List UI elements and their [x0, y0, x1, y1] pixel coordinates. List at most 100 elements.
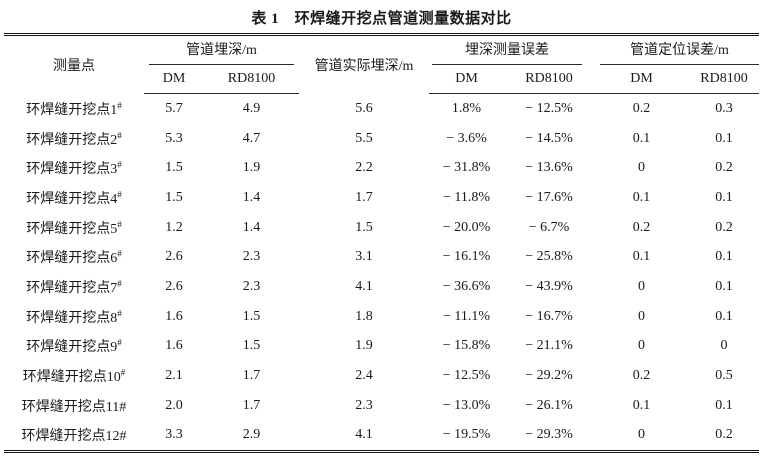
value-cell: 0: [638, 427, 645, 443]
subheader-row: DM RD8100 DM RD8100 DM RD8100: [4, 65, 759, 94]
value-cell: 2.0: [165, 397, 183, 413]
value-cell: 1.9: [242, 160, 261, 176]
hash-superscript: #: [117, 218, 122, 229]
subheader-rd8100-error: RD8100: [504, 65, 594, 94]
header-group-depth-error: 埋深测量误差: [429, 35, 594, 65]
value-cell: 0.1: [715, 130, 733, 146]
value-cell: − 17.6%: [525, 189, 573, 205]
value-cell: 1.5: [355, 219, 373, 235]
data-table: 测量点 管道埋深/m 管道实际埋深/m 埋深测量误差 管道定位误差/m DM R…: [4, 33, 759, 454]
value-cell: − 3.6%: [446, 130, 487, 146]
group-label-pipe-depth: 管道埋深/m: [149, 39, 294, 65]
value-cell: 3.1: [355, 249, 373, 265]
group-header-row: 测量点 管道埋深/m 管道实际埋深/m 埋深测量误差 管道定位误差/m: [4, 35, 759, 74]
value-cell: 2.1: [165, 368, 183, 384]
value-cell: 4.1: [355, 427, 373, 443]
table-row: 环焊缝开挖点4# 1.5 1.4 1.7 − 11.8% − 17.6% 0.1 0.1: [4, 183, 759, 213]
value-cell: 0.2: [632, 368, 651, 384]
value-cell: 0.1: [632, 130, 651, 146]
value-cell: − 31.8%: [442, 160, 491, 176]
value-cell: 2.9: [242, 427, 261, 443]
value-cell: 0.1: [632, 397, 651, 413]
value-cell: 2.3: [355, 397, 373, 413]
value-cell: 0.2: [715, 219, 733, 235]
table-row: 环焊缝开挖点7# 2.6 2.3 4.1 − 36.6% − 43.9% 0 0.1: [4, 272, 759, 302]
value-cell: 1.5: [165, 160, 183, 176]
value-cell: 0.1: [715, 189, 733, 205]
value-cell: 1.7: [242, 397, 261, 413]
value-cell: 3.3: [165, 427, 183, 443]
row-label: 环焊缝开挖点3#: [26, 159, 122, 178]
table-title: 表 1 环焊缝开挖点管道测量数据对比: [251, 11, 512, 27]
subheader-rd8100-depth: RD8100: [204, 65, 299, 94]
value-cell: − 26.1%: [525, 397, 573, 413]
value-cell: 2.3: [242, 249, 261, 265]
value-cell: 1.6: [165, 308, 183, 324]
header-actual-depth: 管道实际埋深/m: [314, 58, 414, 74]
value-cell: 1.5: [242, 338, 261, 354]
value-cell: − 14.5%: [525, 130, 573, 146]
value-cell: 5.7: [165, 100, 183, 116]
value-cell: 1.5: [242, 308, 261, 324]
hash-superscript: #: [117, 248, 122, 259]
table-row: 环焊缝开挖点12# 3.3 2.9 4.1 − 19.5% − 29.3% 0 0.2: [4, 421, 759, 452]
table-header: 测量点 管道埋深/m 管道实际埋深/m 埋深测量误差 管道定位误差/m DM R…: [4, 35, 759, 94]
value-cell: 0.5: [715, 368, 733, 384]
value-cell: 1.6: [165, 338, 183, 354]
value-cell: − 13.6%: [525, 160, 573, 176]
value-cell: 2.6: [165, 249, 183, 265]
row-label: 环焊缝开挖点2#: [26, 129, 122, 148]
table-row: 环焊缝开挖点5# 1.2 1.4 1.5 − 20.0% − 6.7% 0.2 0.2: [4, 213, 759, 243]
value-cell: − 6.7%: [528, 219, 570, 235]
value-cell: 1.7: [355, 189, 373, 205]
value-cell: 0.1: [632, 189, 651, 205]
value-cell: 1.9: [355, 338, 373, 354]
value-cell: 0.1: [715, 308, 733, 324]
value-cell: − 15.8%: [442, 338, 491, 354]
group-label-depth-error: 埋深测量误差: [432, 39, 582, 65]
hash-superscript: #: [117, 337, 122, 348]
value-cell: 4.9: [242, 100, 261, 116]
row-label: 环焊缝开挖点1#: [26, 99, 122, 118]
value-cell: 0: [638, 278, 645, 294]
value-cell: 2.6: [165, 278, 183, 294]
value-cell: − 12.5%: [442, 368, 491, 384]
value-cell: 0: [638, 160, 645, 176]
table-body: 环焊缝开挖点1# 5.7 4.9 5.6 1.8% − 12.5% 0.2 0.3 环焊缝开挖点…: [4, 94, 759, 452]
value-cell: 2.2: [355, 160, 373, 176]
hash-superscript: #: [117, 159, 122, 170]
value-cell: 0: [720, 338, 728, 354]
value-cell: − 12.5%: [525, 100, 573, 116]
row-label: 环焊缝开挖点7#: [26, 278, 122, 296]
value-cell: 1.8: [355, 308, 373, 324]
row-label: 环焊缝开挖点4#: [26, 189, 122, 207]
value-cell: 1.7: [242, 368, 261, 384]
hash-superscript: #: [120, 367, 126, 378]
value-cell: 0.3: [715, 100, 733, 116]
table-row: 环焊缝开挖点2# 5.3 4.7 5.5 − 3.6% − 14.5% 0.1 0.1: [4, 124, 759, 154]
subheader-dm-error: DM: [429, 65, 504, 94]
group-label-location-error: 管道定位误差/m: [600, 39, 759, 65]
value-cell: 0: [638, 308, 645, 324]
value-cell: 0.2: [632, 219, 651, 235]
table-row: 环焊缝开挖点1# 5.7 4.9 5.6 1.8% − 12.5% 0.2 0.3: [4, 94, 759, 124]
hash-superscript: #: [117, 189, 122, 200]
header-measure-point: 测量点: [53, 58, 95, 74]
row-label: 环焊缝开挖点9#: [26, 337, 122, 356]
value-cell: 5.5: [355, 130, 373, 146]
value-cell: − 43.9%: [525, 278, 573, 294]
table-row: 环焊缝开挖点3# 1.5 1.9 2.2 − 31.8% − 13.6% 0 0.2: [4, 153, 759, 183]
hash-superscript: #: [117, 99, 122, 110]
header-group-pipe-depth: 管道埋深/m: [144, 35, 299, 65]
row-label: 环焊缝开挖点5#: [26, 218, 122, 237]
hash-superscript: #: [117, 278, 122, 289]
value-cell: 0.2: [632, 100, 651, 116]
subheader-rd8100-location: RD8100: [689, 65, 759, 94]
value-cell: 0: [638, 338, 645, 354]
value-cell: 1.8%: [451, 100, 482, 116]
value-cell: 0.1: [715, 249, 733, 265]
value-cell: 0.1: [632, 249, 651, 265]
value-cell: − 19.5%: [442, 427, 491, 443]
hash-superscript: #: [117, 129, 122, 140]
